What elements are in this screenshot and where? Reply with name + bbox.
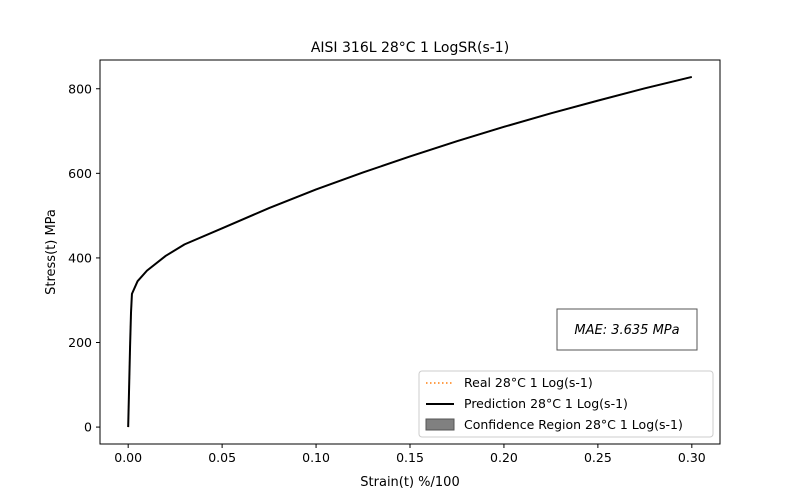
- y-tick-label: 600: [68, 166, 92, 181]
- x-tick-label: 0.20: [490, 450, 518, 465]
- y-tick-label: 200: [68, 335, 92, 350]
- x-tick-label: 0.05: [208, 450, 236, 465]
- x-tick-label: 0.15: [396, 450, 424, 465]
- y-tick-label: 800: [68, 81, 92, 96]
- x-tick-label: 0.30: [678, 450, 706, 465]
- x-tick-label: 0.25: [584, 450, 612, 465]
- mae-annotation-text: MAE: 3.635 MPa: [574, 323, 679, 338]
- legend: Real 28°C 1 Log(s-1) Prediction 28°C 1 L…: [418, 370, 714, 438]
- plot-frame: [99, 59, 721, 445]
- series-line-prediction: [127, 75, 693, 428]
- x-tick-label: 0.00: [114, 450, 142, 465]
- legend-label-prediction: Prediction 28°C 1 Log(s-1): [464, 396, 628, 411]
- legend-box: [418, 370, 714, 438]
- y-axis-label: Stress(t) MPa: [44, 209, 59, 295]
- y-tick-label: 400: [68, 250, 92, 265]
- legend-label-confidence: Confidence Region 28°C 1 Log(s-1): [464, 417, 683, 432]
- x-axis-label: Strain(t) %/100: [360, 475, 459, 490]
- legend-label-real: Real 28°C 1 Log(s-1): [464, 375, 593, 390]
- chart-title: AISI 316L 28°C 1 LogSR(s-1): [311, 40, 509, 56]
- mae-annotation-box: [556, 308, 698, 351]
- mae-annotation: MAE: 3.635 MPa: [556, 308, 698, 351]
- x-tick-label: 0.10: [302, 450, 330, 465]
- y-tick-label: 0: [84, 420, 92, 435]
- legend-swatch-confidence: [425, 418, 455, 431]
